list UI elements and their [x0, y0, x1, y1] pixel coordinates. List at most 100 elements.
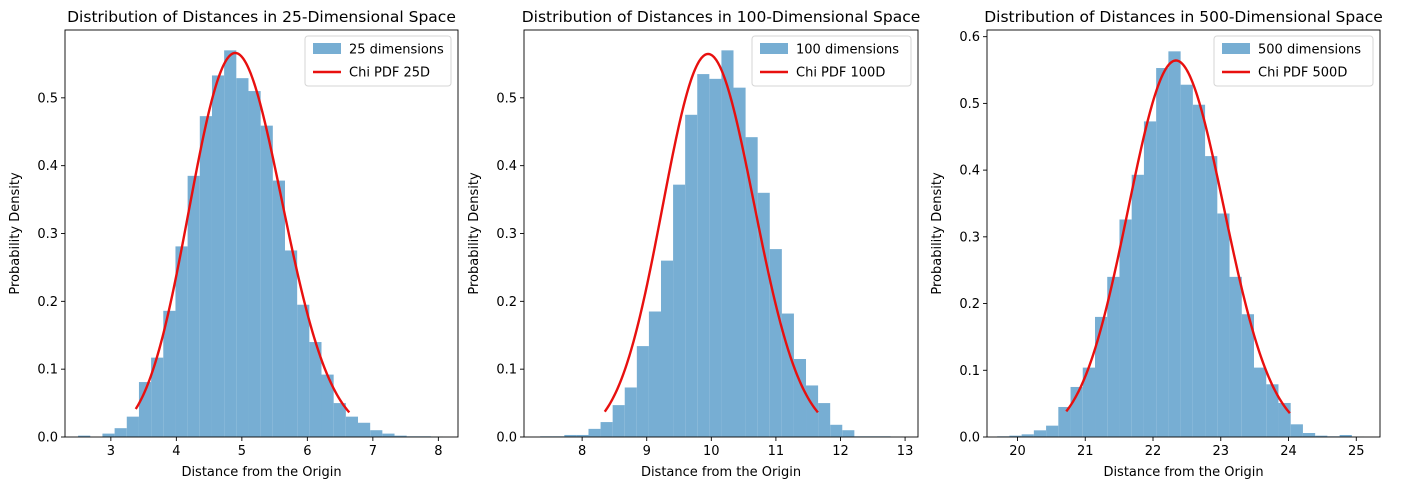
- histogram-bar: [1229, 276, 1242, 437]
- histogram-bar: [358, 422, 371, 437]
- histogram-bar: [1217, 213, 1230, 437]
- histogram-bar: [126, 416, 139, 437]
- chart-title: Distribution of Distances in 25-Dimensio…: [67, 8, 456, 26]
- x-axis-label: Distance from the Origin: [641, 465, 801, 480]
- y-tick-label: 0.3: [37, 227, 58, 242]
- chart-title: Distribution of Distances in 100-Dimensi…: [522, 8, 921, 26]
- histogram-bars: [78, 50, 444, 437]
- legend-swatch-histogram: [760, 43, 788, 54]
- histogram-bar: [1339, 434, 1352, 437]
- y-tick-label: 0.0: [37, 431, 58, 446]
- histogram-bar: [721, 50, 734, 437]
- x-tick-label: 11: [768, 444, 785, 459]
- histogram-bar: [211, 75, 225, 437]
- histogram-bar: [733, 87, 746, 437]
- legend-label: 25 dimensions: [349, 43, 444, 58]
- histogram-bar: [1107, 276, 1120, 437]
- histogram-bar: [248, 91, 261, 437]
- legend-label: 100 dimensions: [796, 43, 899, 58]
- histogram-bar: [830, 424, 843, 437]
- y-tick-label: 0.1: [959, 364, 980, 379]
- histogram-bar: [272, 180, 285, 437]
- legend-label: 500 dimensions: [1258, 43, 1361, 58]
- y-tick-label: 0.4: [959, 164, 980, 179]
- histogram-bar: [1033, 430, 1047, 437]
- histogram-bar: [1315, 435, 1328, 437]
- x-tick-label: 5: [238, 444, 246, 459]
- histogram-bar: [757, 192, 770, 437]
- axes-frame: [986, 29, 1381, 438]
- histogram-bar: [1205, 156, 1218, 437]
- legend-label: Chi PDF 25D: [349, 66, 430, 81]
- x-tick-label: 12: [832, 444, 849, 459]
- histogram-bar: [1119, 219, 1132, 437]
- histogram-bar: [297, 304, 310, 437]
- histogram-bar: [793, 358, 807, 437]
- y-tick-label: 0.2: [959, 297, 980, 312]
- histogram-bar: [769, 249, 782, 437]
- legend: 25 dimensions Chi PDF 25D: [304, 35, 452, 87]
- x-tick-label: 3: [107, 444, 115, 459]
- histogram-bar: [1302, 432, 1316, 437]
- histogram-bar: [1131, 174, 1144, 437]
- y-tick-label: 0.6: [959, 30, 980, 45]
- legend-box: [751, 35, 912, 87]
- histogram-bar: [163, 310, 176, 437]
- histogram-bar: [624, 387, 637, 437]
- chi-pdf-line: [134, 51, 351, 414]
- legend-label: Chi PDF 100D: [796, 66, 885, 81]
- y-tick-label: 0.5: [37, 91, 58, 106]
- x-tick-label: 20: [1009, 444, 1026, 459]
- y-tick-label: 0.3: [496, 227, 517, 242]
- histogram-bar: [1058, 406, 1071, 437]
- histogram-bar: [236, 78, 249, 437]
- y-axis-label: Probability Density: [930, 172, 945, 295]
- x-tick-label: 25: [1348, 444, 1365, 459]
- x-tick-label: 8: [434, 444, 442, 459]
- histogram-bar: [697, 74, 710, 437]
- histogram-bar: [1180, 84, 1193, 437]
- histogram-bar: [1266, 384, 1279, 437]
- histogram-bar: [745, 137, 758, 437]
- histogram-bar: [1082, 367, 1096, 437]
- x-tick-label: 9: [643, 444, 651, 459]
- histogram-bars: [540, 50, 903, 437]
- histogram-bar: [1168, 51, 1181, 437]
- x-tick-label: 24: [1280, 444, 1297, 459]
- histogram-bar: [1241, 314, 1255, 437]
- y-tick-label: 0.1: [496, 363, 517, 378]
- y-tick-label: 0.3: [959, 230, 980, 245]
- y-tick-label: 0.4: [496, 159, 517, 174]
- histogram-bar: [199, 116, 212, 437]
- legend-label: Chi PDF 500D: [1258, 66, 1347, 81]
- histogram-bar: [612, 405, 625, 437]
- histogram-bar: [309, 342, 322, 437]
- histogram-bar: [1095, 316, 1108, 437]
- histogram-bar: [1021, 434, 1034, 437]
- chart-panel-1: 3 4 5 6 7 8 0.0 0.1 0.2 0.3 0.4 0.5 Distribution of …: [8, 8, 459, 480]
- histogram-bar: [685, 114, 698, 437]
- histogram-bar: [648, 311, 661, 437]
- histogram-bar: [842, 430, 855, 437]
- x-tick-label: 21: [1077, 444, 1094, 459]
- legend-swatch-histogram: [1222, 43, 1250, 54]
- histogram-bar: [114, 428, 127, 437]
- histogram-bar: [1254, 367, 1267, 437]
- x-tick-label: 13: [897, 444, 914, 459]
- legend: 100 dimensions Chi PDF 100D: [751, 35, 912, 87]
- histogram-bar: [382, 433, 395, 437]
- histogram-bar: [345, 416, 359, 437]
- y-tick-label: 0.2: [496, 295, 517, 310]
- chart-title: Distribution of Distances in 500-Dimensi…: [984, 8, 1383, 26]
- y-tick-label: 0.4: [37, 159, 58, 174]
- legend-swatch-histogram: [313, 43, 341, 54]
- histogram-bar: [1290, 424, 1303, 437]
- histogram-bar: [151, 357, 164, 437]
- y-tick-label: 0.5: [496, 91, 517, 106]
- histogram-bar: [1156, 68, 1169, 437]
- histogram-bar: [818, 403, 831, 437]
- histogram-bar: [588, 428, 601, 437]
- histogram-bar: [78, 435, 91, 437]
- chi-pdf-line: [603, 52, 819, 414]
